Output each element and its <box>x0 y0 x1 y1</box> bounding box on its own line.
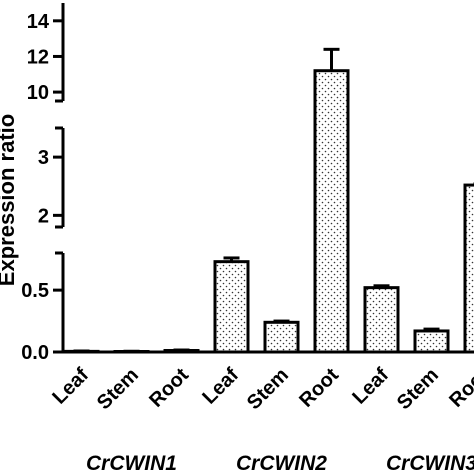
y-tick-label: 3 <box>38 147 49 169</box>
bar-CrCWIN3-Stem <box>413 329 450 354</box>
x-tick-label: Stem <box>393 364 443 414</box>
x-tick-label: Root <box>295 364 343 412</box>
y-tick-label: 0.0 <box>21 342 49 364</box>
bar-CrCWIN2-Stem <box>263 320 300 354</box>
x-tick-label: Root <box>145 364 193 412</box>
y-tick-label: 14 <box>27 11 50 33</box>
bar-CrCWIN3-Root <box>463 183 474 354</box>
y-tick-label: 2 <box>38 205 49 227</box>
x-tick-label: Stem <box>93 364 143 414</box>
bars-group <box>63 47 474 354</box>
x-tick-label: Leaf <box>198 364 243 409</box>
group-label: CrCWIN2 <box>236 452 327 474</box>
x-tick-label: Root <box>445 364 474 412</box>
x-tick-label: Leaf <box>48 364 93 409</box>
bar-CrCWIN3-Leaf <box>363 286 400 354</box>
bar-CrCWIN2-Leaf <box>213 260 250 354</box>
y-tick-label: 0.5 <box>21 280 49 302</box>
bar-CrCWIN2-Root <box>313 69 350 354</box>
y-tick-label: 10 <box>27 82 49 104</box>
x-tick-label: Leaf <box>348 364 393 409</box>
x-tick-label: Stem <box>243 364 293 414</box>
group-label: CrCWIN1 <box>86 452 177 474</box>
group-label: CrCWIN3 <box>386 452 474 474</box>
y-axis-label: Expression ratio <box>0 114 19 286</box>
y-tick-label: 12 <box>27 46 49 68</box>
